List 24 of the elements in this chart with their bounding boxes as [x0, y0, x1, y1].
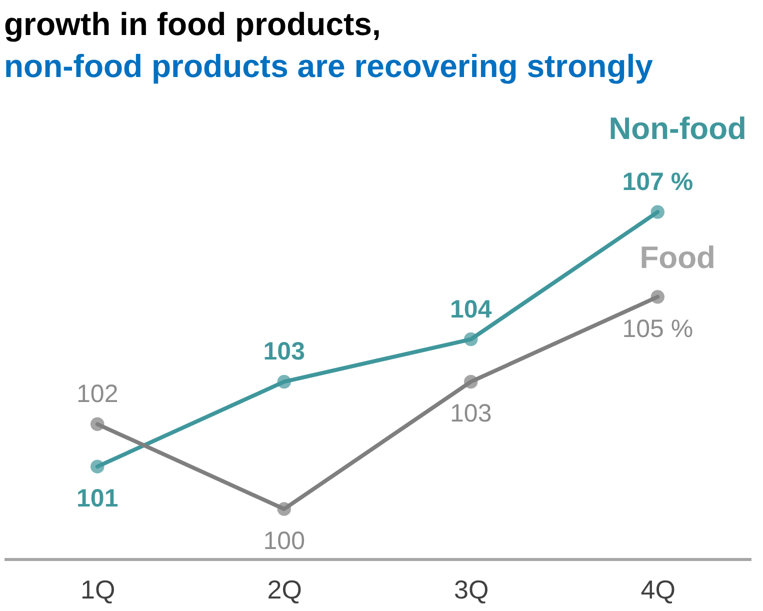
- point: [464, 374, 478, 389]
- data-label: 105 %: [622, 314, 694, 343]
- x-tick-label: 4Q: [640, 574, 676, 604]
- x-tick-label: 3Q: [454, 574, 489, 604]
- data-label: 104: [450, 295, 492, 324]
- point: [90, 417, 104, 432]
- point: [650, 290, 664, 304]
- point: [277, 502, 291, 516]
- x-tick-label: 2Q: [267, 574, 302, 604]
- data-label: 100: [263, 527, 305, 555]
- data-label: 103: [263, 338, 305, 366]
- x-tick-label: 1Q: [80, 574, 116, 604]
- point: [464, 332, 478, 346]
- data-label: 107 %: [622, 168, 694, 196]
- series-label: Food: [640, 240, 716, 275]
- point: [277, 374, 291, 389]
- chart-subtitle: non-food products are recovering strongly: [4, 48, 654, 84]
- data-label: 102: [76, 380, 118, 408]
- data-label: 101: [76, 484, 118, 513]
- chart-title: growth in food products,: [4, 6, 381, 42]
- text: Non-food: [608, 111, 746, 146]
- point: [650, 205, 664, 219]
- data-label: 103: [450, 400, 492, 428]
- point: [90, 460, 104, 474]
